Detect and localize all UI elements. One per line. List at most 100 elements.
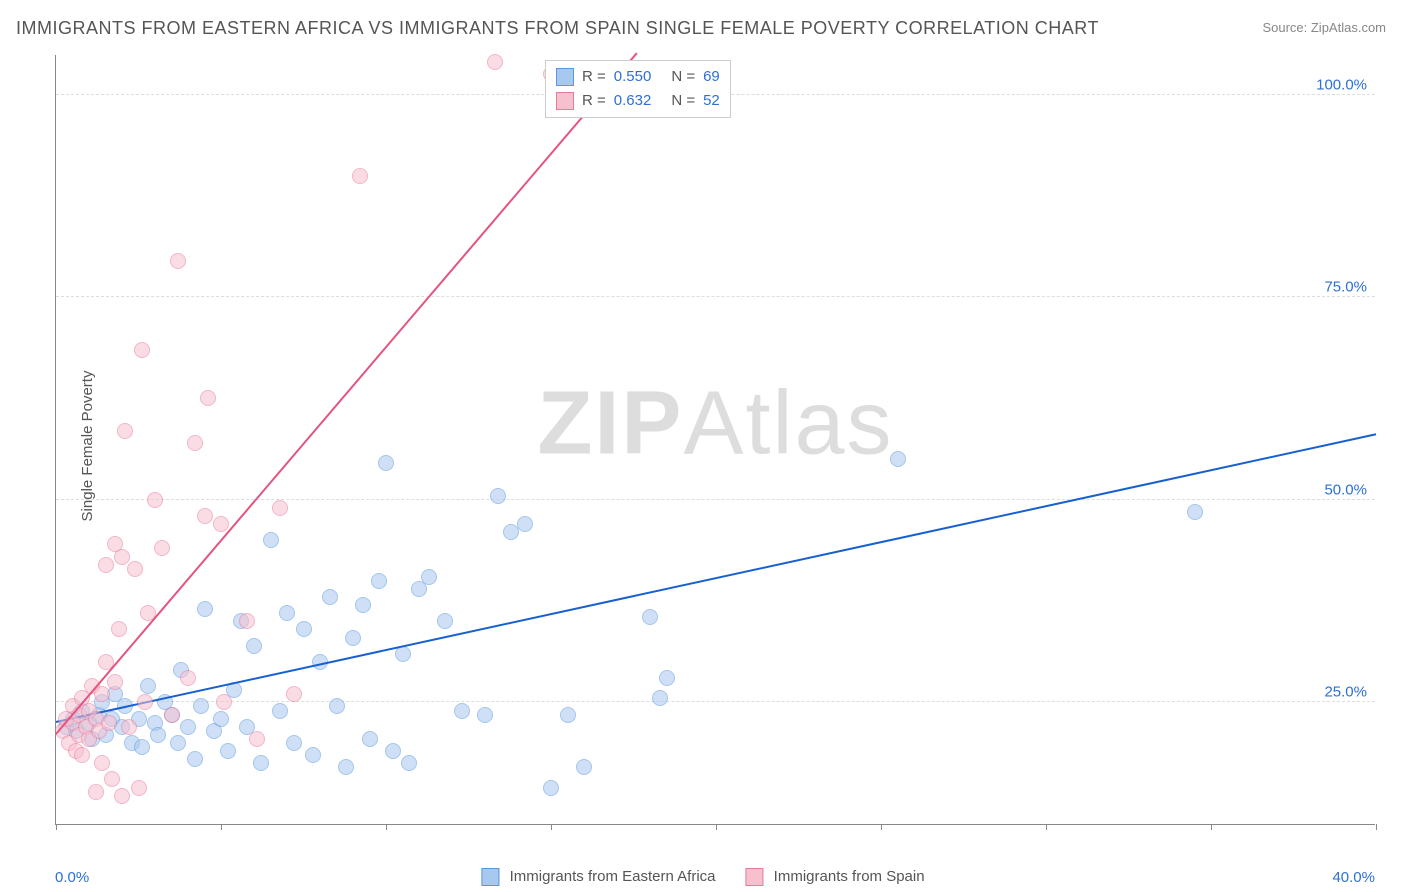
x-tick <box>56 824 57 830</box>
data-point <box>272 500 288 516</box>
data-point <box>187 435 203 451</box>
data-point <box>104 771 120 787</box>
data-point <box>517 516 533 532</box>
data-point <box>352 168 368 184</box>
data-point <box>150 727 166 743</box>
data-point <box>180 719 196 735</box>
data-point <box>378 455 394 471</box>
data-point <box>193 698 209 714</box>
data-point <box>454 703 470 719</box>
data-point <box>543 780 559 796</box>
data-point <box>421 569 437 585</box>
legend-row: R = 0.550N = 69 <box>556 65 720 89</box>
data-point <box>197 601 213 617</box>
data-point <box>131 780 147 796</box>
data-point <box>94 686 110 702</box>
y-tick-label: 50.0% <box>1324 481 1367 498</box>
x-tick <box>551 824 552 830</box>
gridline <box>56 296 1375 297</box>
data-point <box>107 674 123 690</box>
legend-item-eastern-africa: Immigrants from Eastern Africa <box>481 868 715 886</box>
data-point <box>117 423 133 439</box>
data-point <box>659 670 675 686</box>
data-point <box>114 549 130 565</box>
data-point <box>98 557 114 573</box>
data-point <box>286 686 302 702</box>
data-point <box>220 743 236 759</box>
data-point <box>355 597 371 613</box>
legend-item-spain: Immigrants from Spain <box>746 868 925 886</box>
source-label: Source: ZipAtlas.com <box>1262 20 1386 35</box>
data-point <box>345 630 361 646</box>
correlation-legend: R = 0.550N = 69R = 0.632N = 52 <box>545 60 731 118</box>
data-point <box>263 532 279 548</box>
legend-swatch-icon <box>481 868 499 886</box>
data-point <box>296 621 312 637</box>
data-point <box>401 755 417 771</box>
y-tick-label: 25.0% <box>1324 684 1367 701</box>
data-point <box>101 715 117 731</box>
legend-swatch-icon <box>746 868 764 886</box>
data-point <box>385 743 401 759</box>
data-point <box>134 342 150 358</box>
x-tick <box>1046 824 1047 830</box>
watermark: ZIPAtlas <box>537 373 893 476</box>
data-point <box>127 561 143 577</box>
data-point <box>94 755 110 771</box>
data-point <box>187 751 203 767</box>
data-point <box>437 613 453 629</box>
data-point <box>279 605 295 621</box>
x-tick <box>1376 824 1377 830</box>
scatter-plot: ZIPAtlas 25.0% 50.0% 75.0% 100.0% <box>55 55 1375 825</box>
data-point <box>170 253 186 269</box>
x-tick <box>1211 824 1212 830</box>
data-point <box>487 54 503 70</box>
y-tick-label: 100.0% <box>1316 76 1367 93</box>
x-tick-label: 40.0% <box>1332 869 1375 886</box>
data-point <box>154 540 170 556</box>
data-point <box>560 707 576 723</box>
data-point <box>490 488 506 504</box>
data-point <box>272 703 288 719</box>
data-point <box>329 698 345 714</box>
legend-bottom: Immigrants from Eastern Africa Immigrant… <box>481 868 924 886</box>
data-point <box>477 707 493 723</box>
trend-line <box>56 433 1376 723</box>
x-tick <box>881 824 882 830</box>
data-point <box>305 747 321 763</box>
data-point <box>216 694 232 710</box>
data-point <box>114 788 130 804</box>
chart-title: IMMIGRANTS FROM EASTERN AFRICA VS IMMIGR… <box>16 18 1099 39</box>
data-point <box>88 784 104 800</box>
data-point <box>147 492 163 508</box>
data-point <box>642 609 658 625</box>
data-point <box>121 719 137 735</box>
data-point <box>652 690 668 706</box>
x-tick-label: 0.0% <box>55 869 89 886</box>
data-point <box>246 638 262 654</box>
data-point <box>890 451 906 467</box>
data-point <box>362 731 378 747</box>
x-tick <box>716 824 717 830</box>
data-point <box>213 711 229 727</box>
data-point <box>253 755 269 771</box>
data-point <box>239 613 255 629</box>
data-point <box>137 694 153 710</box>
data-point <box>1187 504 1203 520</box>
legend-row: R = 0.632N = 52 <box>556 89 720 113</box>
data-point <box>249 731 265 747</box>
data-point <box>322 589 338 605</box>
data-point <box>111 621 127 637</box>
data-point <box>164 707 180 723</box>
data-point <box>140 678 156 694</box>
data-point <box>338 759 354 775</box>
legend-swatch-icon <box>556 68 574 86</box>
data-point <box>576 759 592 775</box>
data-point <box>213 516 229 532</box>
data-point <box>134 739 150 755</box>
data-point <box>180 670 196 686</box>
gridline <box>56 701 1375 702</box>
y-tick-label: 75.0% <box>1324 279 1367 296</box>
x-tick <box>386 824 387 830</box>
data-point <box>74 747 90 763</box>
